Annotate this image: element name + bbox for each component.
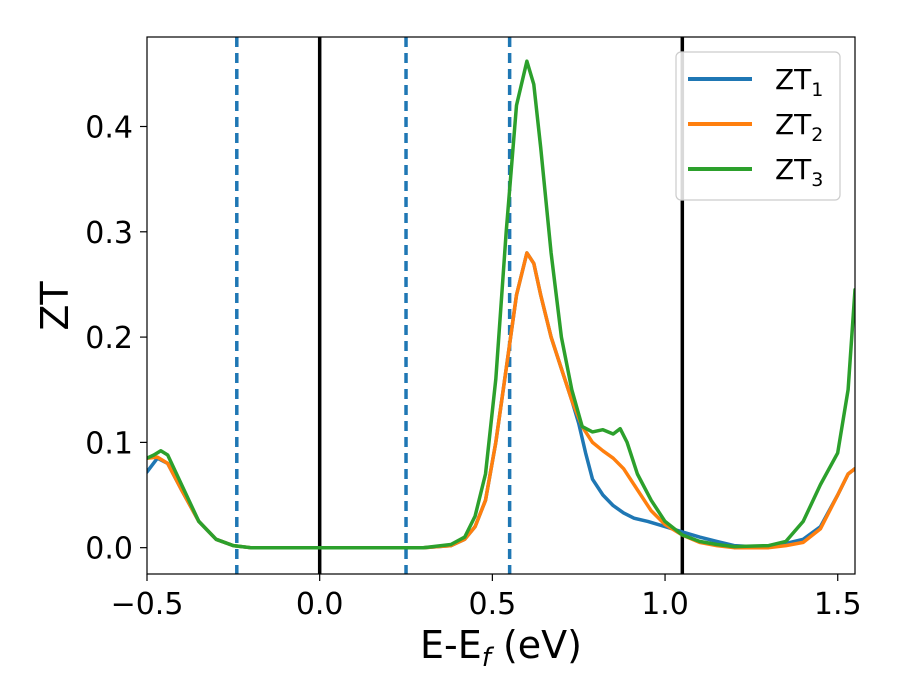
y-tick-label: 0.1 bbox=[85, 426, 133, 461]
series-line-zt3 bbox=[147, 59, 855, 550]
legend-label-1: ZT1 bbox=[775, 63, 823, 101]
legend-label-main: ZT bbox=[775, 108, 812, 141]
legend-label-2: ZT2 bbox=[775, 108, 823, 146]
x-axis-ticks: −0.5 0.0 0.5 1.0 1.5 bbox=[111, 574, 862, 622]
legend-label-sub: 2 bbox=[811, 124, 823, 146]
y-axis-label: ZT bbox=[33, 281, 77, 331]
y-tick-label: 0.3 bbox=[85, 216, 133, 251]
x-tick-label: 0.5 bbox=[469, 587, 517, 622]
x-tick-label: −0.5 bbox=[111, 587, 184, 622]
series-lines bbox=[147, 59, 855, 550]
legend-label-sub: 1 bbox=[811, 79, 823, 101]
x-tick-label: 0.0 bbox=[296, 587, 344, 622]
reference-lines bbox=[235, 37, 685, 574]
x-tick-label: 1.5 bbox=[814, 587, 862, 622]
y-tick-label: 0.4 bbox=[85, 111, 133, 146]
y-axis-ticks: 0.0 0.1 0.2 0.3 0.4 bbox=[85, 111, 147, 567]
plot-frame bbox=[146, 36, 856, 575]
legend-label-main: ZT bbox=[775, 63, 812, 96]
x-axis-label-unit: (eV) bbox=[491, 623, 582, 667]
legend-label-sub: 3 bbox=[811, 169, 823, 191]
y-tick-label: 0.2 bbox=[85, 321, 133, 356]
x-axis-label: E-Ef (eV) bbox=[420, 623, 582, 673]
x-tick-label: 1.0 bbox=[641, 587, 689, 622]
y-tick-label: 0.0 bbox=[85, 532, 133, 567]
legend-label-3: ZT3 bbox=[775, 153, 823, 191]
legend-label-main: ZT bbox=[775, 153, 812, 186]
legend-box bbox=[675, 51, 841, 201]
x-axis-label-main: E-E bbox=[420, 623, 482, 667]
